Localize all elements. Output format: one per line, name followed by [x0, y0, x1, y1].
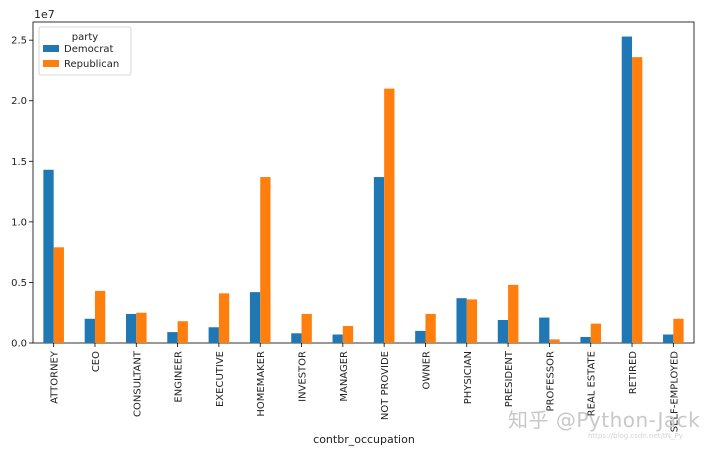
legend-title: party: [72, 32, 99, 43]
legend-swatch-democrat: [43, 45, 59, 52]
bar-democrat-homemaker: [249, 292, 261, 343]
y-tick-label: 0.5: [11, 278, 27, 289]
x-tick-label: CEO: [91, 351, 102, 372]
x-tick-label: OWNER: [421, 351, 432, 390]
legend-frame: [38, 26, 132, 76]
bar-democrat-engineer: [167, 332, 178, 343]
x-tick-label: REAL ESTATE: [587, 351, 598, 416]
bar-republican-engineer: [177, 321, 188, 343]
bar-republican-not-provide: [384, 88, 395, 344]
watermark-text: 知乎 @Python-Jack: [508, 408, 701, 432]
bar-democrat-investor: [291, 333, 302, 343]
y-tick-label: 2.0: [11, 96, 27, 107]
x-tick-label: NOT PROVIDE: [380, 351, 391, 420]
y-tick-label: 0.0: [11, 339, 27, 350]
bar-republican-physician: [466, 299, 478, 343]
bar-republican-consultant: [136, 312, 147, 343]
bar-democrat-not-provide: [373, 177, 385, 343]
x-tick-label: SELF-EMPLOYED: [669, 351, 680, 433]
bar-republican-retired: [632, 57, 643, 343]
bar-democrat-manager: [332, 334, 343, 343]
bar-democrat-ceo: [84, 318, 95, 343]
bar-democrat-physician: [456, 298, 467, 343]
bar-republican-manager: [342, 326, 354, 343]
bar-democrat-owner: [415, 330, 426, 343]
legend: party Democrat Republican: [38, 26, 132, 76]
bar-republican-real-estate: [590, 323, 602, 343]
legend-swatch-republican: [43, 60, 59, 67]
bar-democrat-self-employed: [663, 334, 674, 343]
bars-group: [43, 36, 684, 344]
watermark-url: https://blog.csdn.net/tN_Py: [588, 432, 683, 440]
x-tick-label: PROFESSOR: [545, 351, 556, 411]
x-tick-label: RETIRED: [628, 351, 639, 395]
legend-label-republican: Republican: [64, 59, 119, 70]
bar-republican-owner: [425, 313, 436, 343]
x-axis-label: contbr_occupation: [313, 433, 415, 446]
plot-frame: [32, 21, 695, 344]
bar-democrat-retired: [621, 36, 633, 343]
x-tick-label: MANAGER: [339, 351, 350, 402]
bar-republican-attorney: [53, 247, 64, 343]
bar-democrat-real-estate: [580, 336, 591, 343]
bar-republican-professor: [549, 339, 560, 343]
x-tick-label: PHYSICIAN: [463, 351, 474, 404]
y-tick-label: 1.5: [11, 157, 27, 168]
y-tick-label: 2.5: [11, 36, 27, 47]
bar-republican-ceo: [94, 290, 106, 343]
legend-label-democrat: Democrat: [64, 44, 113, 55]
bar-republican-president: [508, 284, 519, 343]
y-tick-label: 1.0: [11, 217, 27, 228]
bar-democrat-consultant: [125, 313, 137, 343]
bar-republican-self-employed: [673, 318, 684, 343]
bar-democrat-president: [497, 319, 509, 343]
y-axis-offset-label: 1e7: [34, 8, 55, 21]
x-tick-label: INVESTOR: [298, 351, 309, 402]
bar-democrat-executive: [208, 327, 219, 343]
x-tick-label: HOMEMAKER: [256, 351, 267, 417]
bar-democrat-professor: [539, 317, 550, 343]
x-tick-label: ENGINEER: [174, 351, 185, 403]
x-tick-label: EXECUTIVE: [215, 351, 226, 407]
x-tick-label: CONSULTANT: [132, 350, 143, 417]
bar-republican-executive: [218, 293, 230, 343]
x-tick-label: ATTORNEY: [50, 350, 61, 404]
bar-republican-homemaker: [260, 177, 271, 343]
x-tick-label: PRESIDENT: [504, 350, 515, 407]
bar-democrat-attorney: [43, 169, 54, 343]
bar-republican-investor: [301, 313, 312, 343]
